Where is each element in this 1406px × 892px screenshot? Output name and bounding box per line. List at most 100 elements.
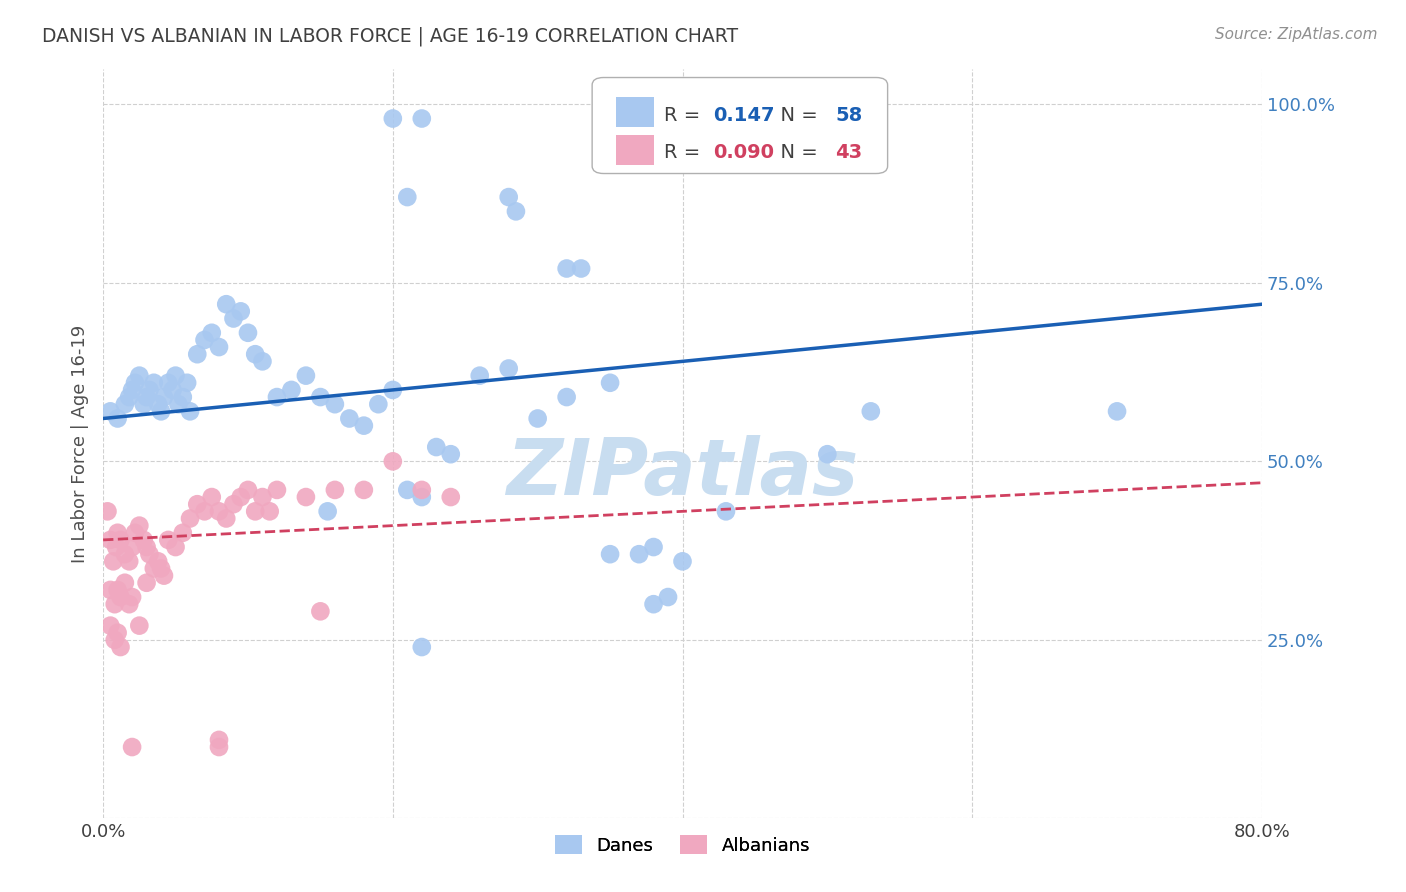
Text: ZIPatlas: ZIPatlas xyxy=(506,435,859,511)
Point xyxy=(165,540,187,554)
Point xyxy=(245,347,267,361)
Text: 58: 58 xyxy=(835,106,863,125)
Point xyxy=(100,533,122,547)
Point xyxy=(411,640,433,654)
Point xyxy=(555,261,578,276)
Point xyxy=(186,347,208,361)
Point xyxy=(104,597,127,611)
Point xyxy=(526,411,548,425)
Point xyxy=(266,390,288,404)
Point xyxy=(353,418,375,433)
Point xyxy=(440,490,463,504)
FancyBboxPatch shape xyxy=(592,78,887,174)
Point xyxy=(229,490,252,504)
Point xyxy=(96,504,118,518)
Point xyxy=(100,582,122,597)
Point xyxy=(280,383,302,397)
Point xyxy=(599,376,621,390)
Point xyxy=(172,525,194,540)
Point xyxy=(505,204,527,219)
Text: DANISH VS ALBANIAN IN LABOR FORCE | AGE 16-19 CORRELATION CHART: DANISH VS ALBANIAN IN LABOR FORCE | AGE … xyxy=(42,27,738,46)
Text: N =: N = xyxy=(768,106,824,125)
Point xyxy=(259,504,281,518)
Point xyxy=(138,383,160,397)
Point xyxy=(179,404,201,418)
Point xyxy=(107,625,129,640)
Text: 0.147: 0.147 xyxy=(713,106,775,125)
Point xyxy=(266,483,288,497)
Point xyxy=(107,582,129,597)
Point xyxy=(323,397,346,411)
Point xyxy=(103,554,125,568)
Point xyxy=(295,490,318,504)
Point xyxy=(179,511,201,525)
Text: N =: N = xyxy=(768,143,824,162)
Point xyxy=(628,547,651,561)
Point xyxy=(208,340,231,354)
Point xyxy=(309,390,332,404)
Point xyxy=(118,597,141,611)
Point xyxy=(498,361,520,376)
Point xyxy=(643,597,665,611)
Point xyxy=(337,411,360,425)
Point xyxy=(229,304,252,318)
Point xyxy=(193,333,215,347)
Point xyxy=(121,590,143,604)
Point xyxy=(107,525,129,540)
Point xyxy=(201,490,224,504)
Point xyxy=(208,732,231,747)
Point xyxy=(110,640,132,654)
Point xyxy=(124,525,146,540)
Text: Source: ZipAtlas.com: Source: ZipAtlas.com xyxy=(1215,27,1378,42)
Point xyxy=(815,447,838,461)
Point xyxy=(569,261,592,276)
Point xyxy=(295,368,318,383)
Point xyxy=(146,397,169,411)
Point xyxy=(157,533,180,547)
Point xyxy=(643,540,665,554)
Point xyxy=(657,590,679,604)
Point xyxy=(104,632,127,647)
Point xyxy=(381,383,404,397)
Point xyxy=(193,504,215,518)
Point xyxy=(100,618,122,632)
Point xyxy=(252,490,274,504)
Point xyxy=(411,112,433,126)
Point xyxy=(208,504,231,518)
Text: 43: 43 xyxy=(835,143,863,162)
Point xyxy=(128,518,150,533)
Point xyxy=(172,390,194,404)
Point xyxy=(110,590,132,604)
Point xyxy=(121,739,143,754)
Point xyxy=(381,454,404,468)
Legend: Danes, Albanians: Danes, Albanians xyxy=(547,828,817,862)
Point xyxy=(114,547,136,561)
Point xyxy=(146,554,169,568)
Point xyxy=(396,190,419,204)
Point xyxy=(135,390,157,404)
Point xyxy=(153,390,176,404)
Point xyxy=(114,397,136,411)
Point xyxy=(110,533,132,547)
Point xyxy=(425,440,447,454)
Point xyxy=(252,354,274,368)
Text: R =: R = xyxy=(664,106,706,125)
Point xyxy=(396,483,419,497)
Text: R =: R = xyxy=(664,143,706,162)
Point xyxy=(135,575,157,590)
Point xyxy=(150,561,173,575)
Point xyxy=(411,483,433,497)
Point xyxy=(128,618,150,632)
Point xyxy=(367,397,389,411)
Point xyxy=(138,547,160,561)
FancyBboxPatch shape xyxy=(616,97,654,128)
Point xyxy=(100,404,122,418)
Point xyxy=(215,297,238,311)
Point xyxy=(150,404,173,418)
Point xyxy=(440,447,463,461)
Point xyxy=(142,376,165,390)
Point xyxy=(165,368,187,383)
Point xyxy=(859,404,882,418)
Point xyxy=(714,504,737,518)
Y-axis label: In Labor Force | Age 16-19: In Labor Force | Age 16-19 xyxy=(72,325,89,563)
